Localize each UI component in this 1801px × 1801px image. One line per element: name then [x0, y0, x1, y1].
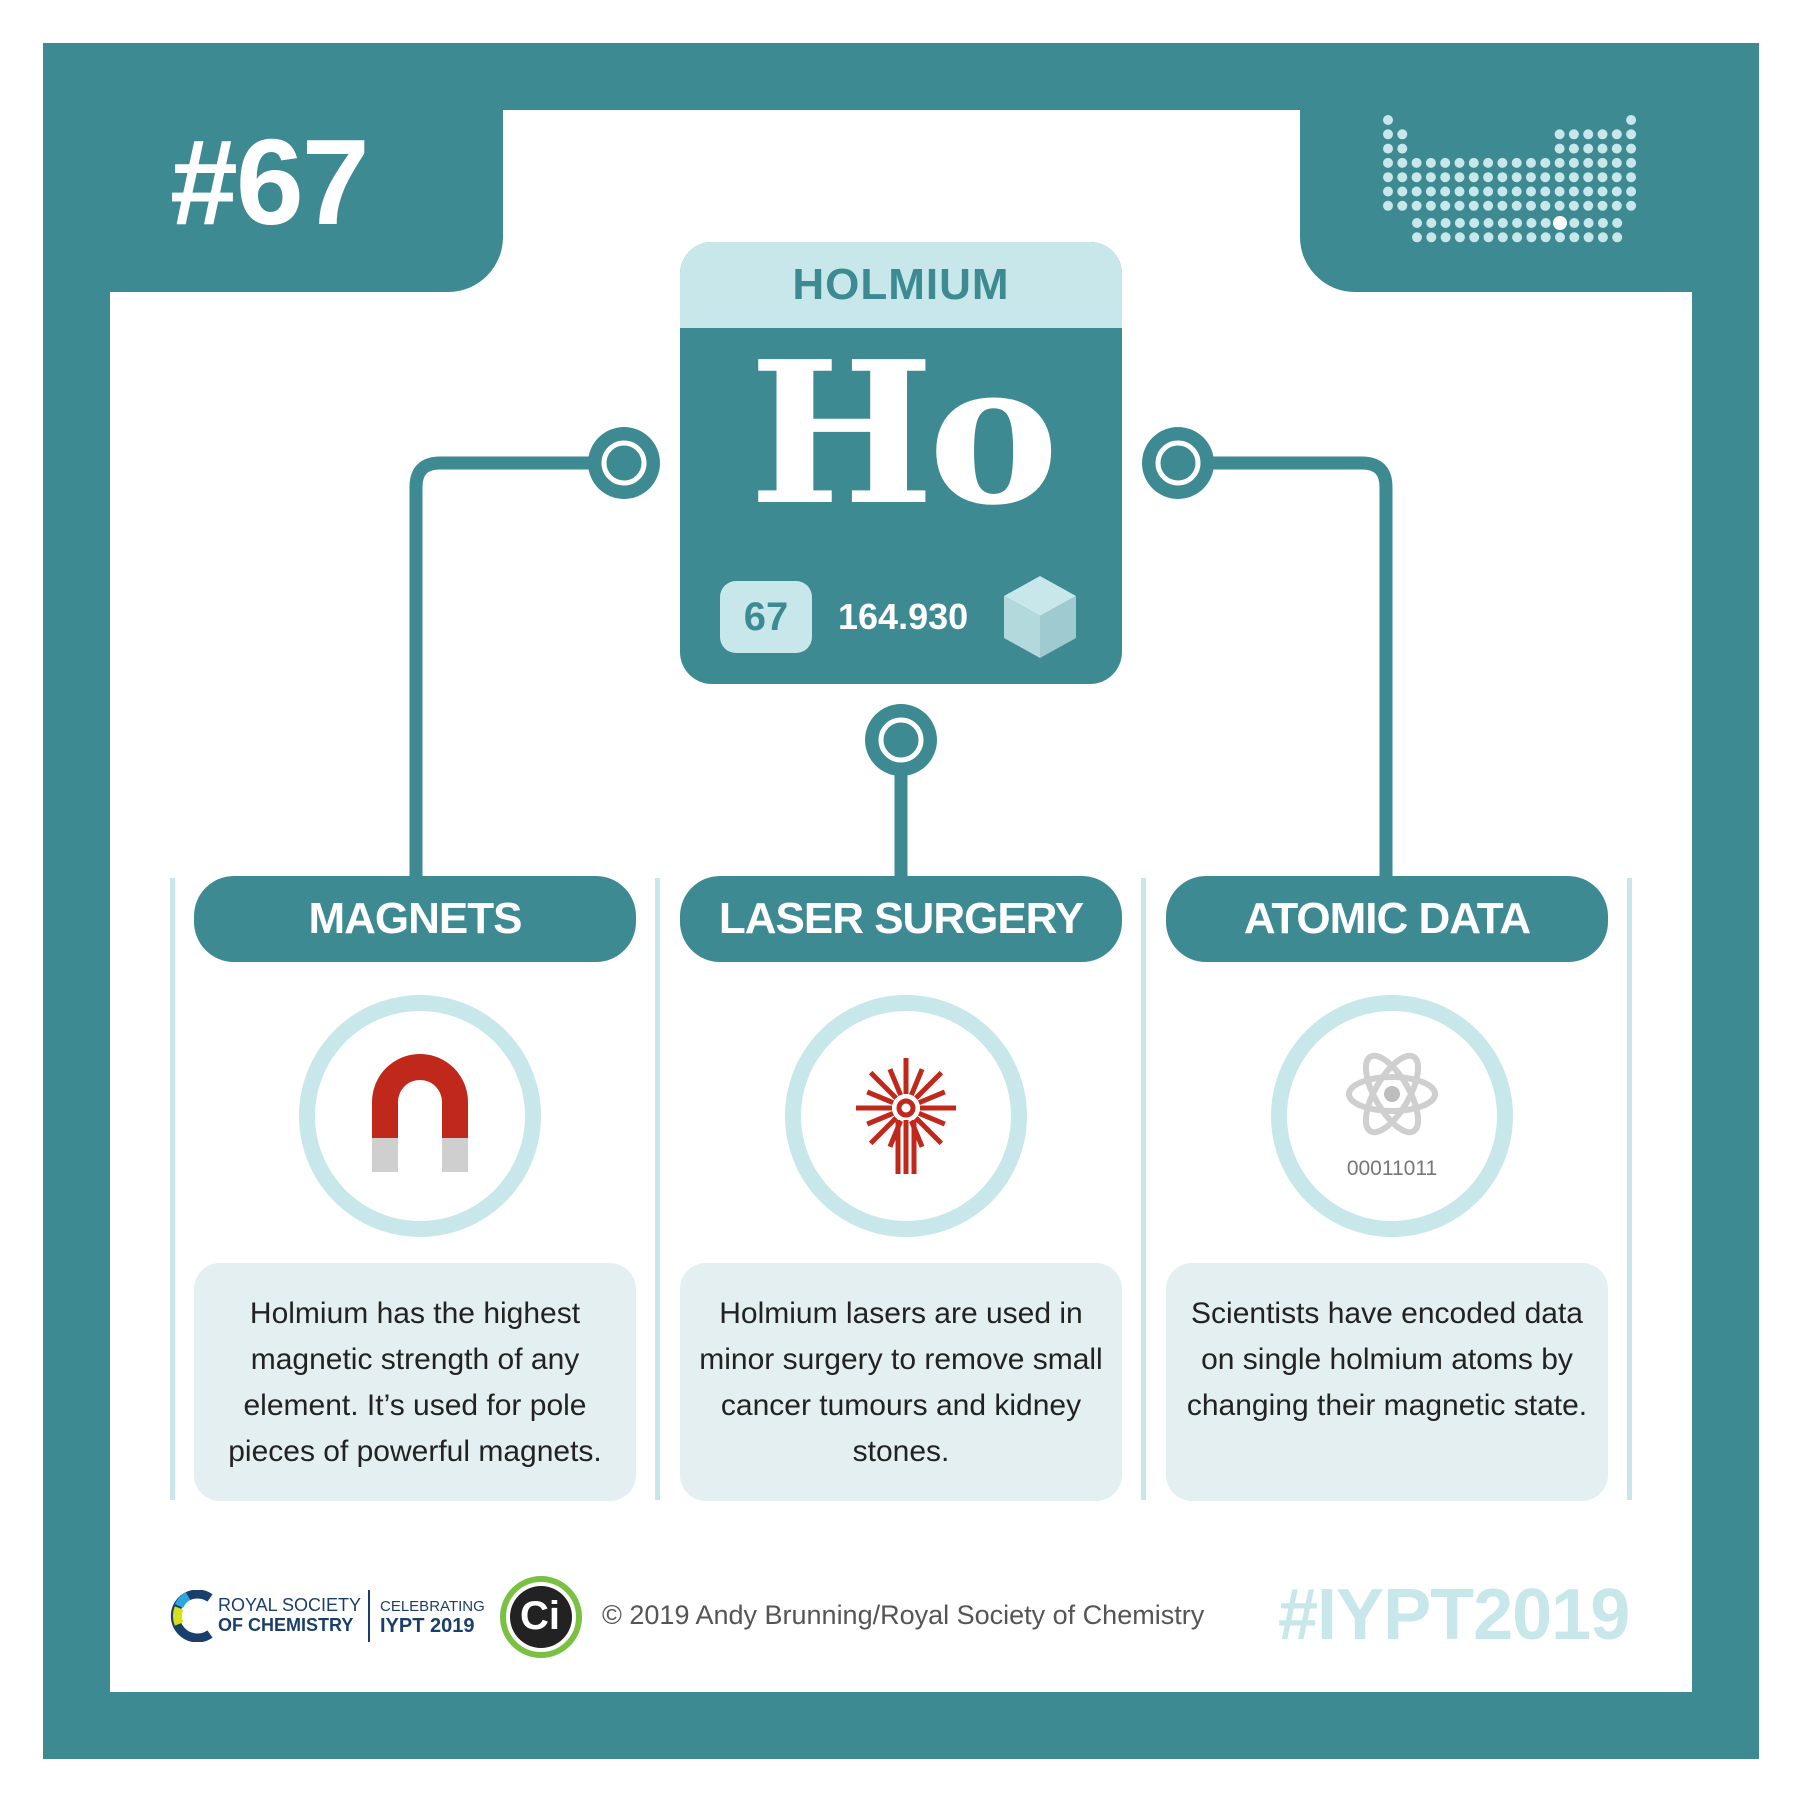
- periodic-table-icon: [1383, 115, 1637, 243]
- celebrating-label: CELEBRATING: [380, 1598, 485, 1615]
- ci-logo-label: Ci: [520, 1594, 560, 1638]
- atomic-mass: 164.930: [838, 596, 969, 637]
- column-divider: [1141, 878, 1146, 1500]
- number-tab: [110, 110, 503, 292]
- element-name: HOLMIUM: [792, 260, 1010, 309]
- description-text: Scientists have encoded data on single h…: [1186, 1297, 1588, 1422]
- ci-logo-icon: [500, 1576, 582, 1658]
- connector-node-bottom: [865, 704, 937, 776]
- magnet-icon: [372, 1054, 468, 1172]
- atom-icon-ring: 00011011: [1271, 995, 1513, 1237]
- section-title-atomic-data: ATOMIC DATA: [1166, 876, 1608, 962]
- footer-divider: [368, 1590, 370, 1642]
- binary-code: 00011011: [1346, 1157, 1438, 1180]
- element-card: HOLMIUM Ho 67 164.930: [680, 242, 1122, 684]
- connector-node-left: [588, 427, 660, 499]
- atom-icon: [1346, 1052, 1438, 1136]
- element-symbol: Ho: [749, 319, 1059, 549]
- element-card-header: [680, 242, 1122, 328]
- column-divider: [655, 878, 660, 1500]
- description-card-magnets: Holmium has the highest magnetic strengt…: [194, 1263, 636, 1501]
- description-text: Holmium lasers are used in minor surgery…: [699, 1297, 1103, 1468]
- iypt-label: IYPT 2019: [380, 1615, 475, 1637]
- section-title-laser-surgery: LASER SURGERY: [680, 876, 1122, 962]
- rsc-name-line1: ROYAL SOCIETY: [218, 1595, 362, 1615]
- section-title-magnets: MAGNETS: [194, 876, 636, 962]
- hashtag-text: #IYPT2019: [1278, 1575, 1630, 1655]
- solid-state-cube-icon: [1004, 576, 1076, 658]
- description-card-laser-surgery: Holmium lasers are used in minor surgery…: [680, 1263, 1122, 1501]
- column-divider: [170, 878, 175, 1500]
- rsc-logo-icon: [170, 1590, 213, 1642]
- connector-node-right: [1142, 427, 1214, 499]
- copyright-text: © 2019 Andy Brunning/Royal Society of Ch…: [602, 1600, 1205, 1630]
- laser-icon: [856, 1058, 956, 1174]
- column-divider: [1627, 878, 1632, 1500]
- description-card-atomic-data: Scientists have encoded data on single h…: [1166, 1263, 1608, 1501]
- atomic-number-badge: 67: [720, 581, 812, 653]
- description-text: Holmium has the highest magnetic strengt…: [228, 1297, 602, 1468]
- laser-icon-ring: [785, 995, 1027, 1237]
- magnet-icon-ring: [299, 995, 541, 1237]
- rsc-name-line2: OF CHEMISTRY: [218, 1615, 354, 1635]
- periodic-table-tab: [1300, 110, 1692, 292]
- element-number-heading: #67: [170, 114, 370, 250]
